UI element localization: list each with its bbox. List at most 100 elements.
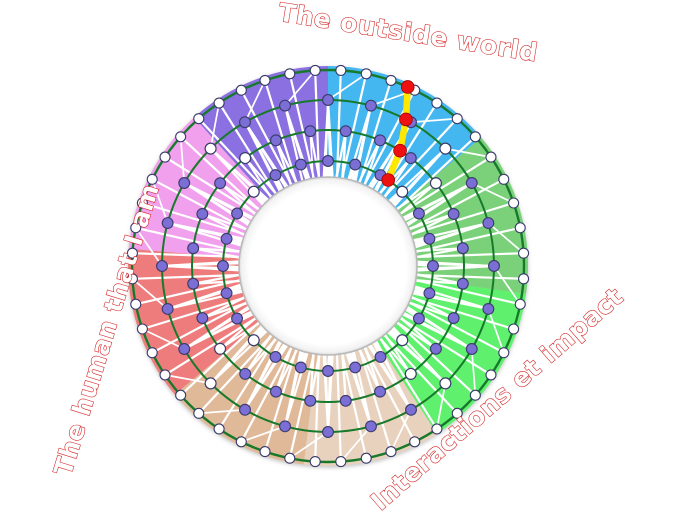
graph-node — [431, 423, 443, 435]
graph-node — [259, 74, 271, 86]
inner-hole — [238, 176, 418, 356]
graph-node — [294, 158, 307, 171]
graph-node — [235, 436, 247, 448]
graph-node — [335, 456, 347, 468]
graph-edge — [327, 72, 368, 101]
graph-node — [508, 323, 520, 335]
graph-nodes — [126, 64, 530, 468]
graph-node — [231, 312, 244, 325]
graph-node — [204, 377, 217, 390]
graph-node — [239, 367, 252, 380]
graph-node — [146, 173, 158, 185]
graph-node — [175, 131, 187, 143]
graph-node — [196, 208, 209, 220]
graph-edge — [284, 69, 317, 107]
graph-node — [339, 125, 352, 138]
graph-node — [349, 158, 362, 171]
graph-node — [365, 420, 377, 433]
graph-node — [304, 394, 317, 407]
graph-node — [439, 377, 452, 390]
graph-node — [239, 403, 251, 416]
graph-edge — [470, 182, 515, 204]
graph-node — [404, 152, 417, 165]
graph-node — [469, 131, 481, 143]
graph-edge — [134, 226, 163, 267]
graph-node — [514, 222, 526, 234]
graph-node — [482, 303, 495, 315]
graph-node — [187, 242, 200, 255]
graph-node — [231, 207, 244, 220]
graph-node — [498, 347, 510, 359]
graph-node — [322, 426, 334, 438]
graph-node — [217, 260, 229, 272]
graph-node — [405, 403, 417, 416]
graph-edge — [288, 431, 329, 460]
highlight-node — [381, 173, 396, 187]
graph-edge — [487, 222, 525, 255]
graph-node — [431, 97, 443, 109]
graph-node — [447, 208, 460, 220]
graph-node — [429, 177, 442, 190]
graph-node — [423, 287, 436, 300]
graph-edge — [209, 102, 220, 150]
graph-node — [178, 343, 191, 355]
graph-node — [518, 273, 530, 285]
graph-edge — [244, 79, 266, 124]
graph-edge — [493, 265, 522, 306]
graph-node — [385, 446, 397, 458]
graph-node — [136, 323, 148, 335]
graph-node — [126, 273, 138, 285]
graph-node — [239, 116, 251, 129]
graph-node — [349, 361, 362, 374]
graph-node — [284, 452, 296, 464]
graph-node — [447, 312, 460, 324]
graph-node — [220, 232, 233, 245]
graph-edge — [179, 135, 186, 184]
graph-node — [304, 125, 317, 138]
graph-node — [518, 247, 530, 259]
graph-node — [193, 113, 205, 125]
graph-node — [365, 99, 377, 112]
graph-edge — [390, 408, 412, 453]
graph-edge — [470, 348, 477, 397]
center-hole — [238, 176, 418, 356]
graph-node — [156, 260, 168, 272]
graph-edge — [141, 328, 186, 350]
graph-node — [309, 456, 321, 468]
graph-node — [374, 350, 387, 363]
ring-arc-level-2 — [191, 129, 465, 403]
graph-node — [126, 247, 138, 259]
graph-node — [213, 97, 225, 109]
graph-node — [279, 420, 291, 433]
graph-node — [130, 222, 142, 234]
graph-node — [279, 99, 291, 112]
graph-node — [284, 68, 296, 80]
graph-node — [193, 407, 205, 419]
graph-node — [235, 84, 247, 96]
graph-node — [485, 369, 497, 381]
graph-node — [146, 347, 158, 359]
graph-node — [360, 68, 372, 80]
graph-node — [247, 185, 260, 198]
graph-node — [385, 74, 397, 86]
graph-node — [451, 407, 463, 419]
graph-node — [360, 452, 372, 464]
graph-edge — [240, 425, 286, 443]
graph-node — [214, 342, 227, 355]
highlight-node — [400, 80, 415, 94]
graph-edge — [151, 178, 169, 224]
graph-node — [412, 312, 425, 325]
graph-node — [204, 142, 217, 155]
graph-node — [175, 389, 187, 401]
graph-node — [322, 94, 334, 106]
graph-edge — [197, 408, 246, 415]
graph-node — [322, 365, 334, 377]
graph-edge — [339, 425, 372, 463]
graph-node — [294, 361, 307, 374]
graph-node — [429, 342, 442, 355]
graph-node — [514, 298, 526, 310]
graph-node — [136, 197, 148, 209]
highlight-node — [393, 143, 407, 158]
